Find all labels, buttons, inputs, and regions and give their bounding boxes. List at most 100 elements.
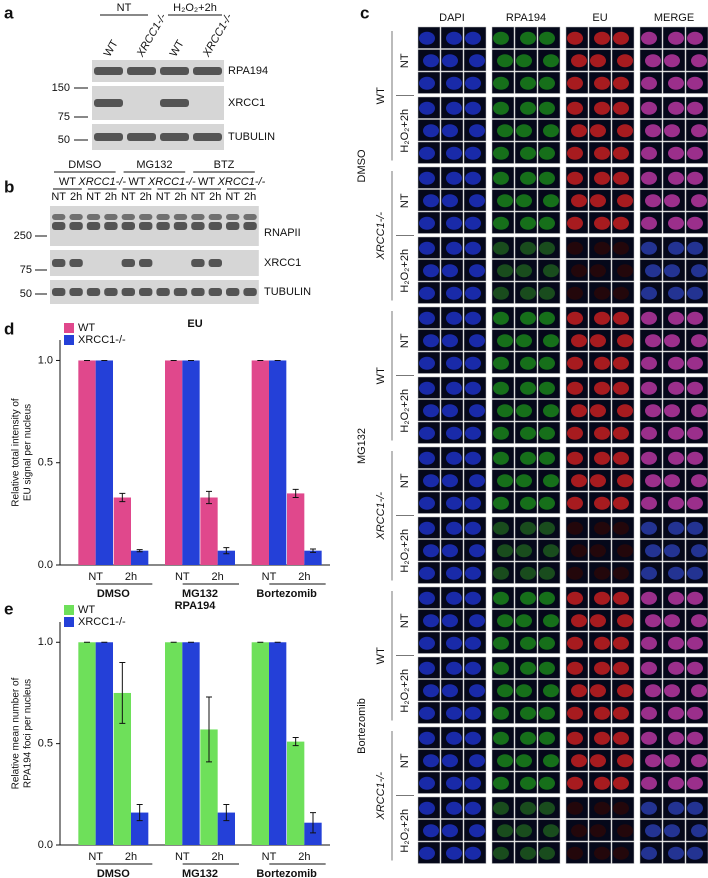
nucleus [691,194,707,208]
nucleus [423,474,439,488]
nucleus [446,381,462,395]
nucleus [446,846,462,860]
nucleus [691,824,707,838]
nucleus [668,566,684,580]
nucleus [493,731,509,745]
nucleus [520,311,536,325]
nucleus [645,124,661,138]
nucleus [617,334,633,348]
nucleus [539,776,555,790]
nucleus [543,404,559,418]
nucleus [613,521,629,535]
nucleus [493,171,509,185]
condition-label: H₂O₂+2h [399,529,411,573]
blot-band [226,288,240,296]
nucleus [419,311,435,325]
genotype-label: WT [375,367,387,384]
nucleus [567,101,583,115]
blot-band [69,222,83,230]
nucleus [520,521,536,535]
bar [165,360,183,565]
time-label: 2h [140,191,152,203]
nucleus [543,754,559,768]
nucleus [442,334,458,348]
nucleus [641,451,657,465]
nucleus [465,521,481,535]
nucleus [645,404,661,418]
nucleus [617,194,633,208]
nucleus [419,731,435,745]
time-label: 2h [244,191,256,203]
nucleus [493,76,509,90]
error-bar [223,547,230,555]
nucleus [539,426,555,440]
nucleus [613,776,629,790]
nucleus [687,451,703,465]
blot-background [50,250,259,276]
nucleus [497,544,513,558]
genotype-label: XRCC1-/- [375,212,387,261]
nucleus [493,521,509,535]
nucleus [613,241,629,255]
nucleus [520,636,536,650]
nucleus [617,404,633,418]
nucleus [419,776,435,790]
nucleus [641,661,657,675]
error-bar [119,662,126,724]
nucleus [543,334,559,348]
nucleus [465,846,481,860]
nucleus [442,474,458,488]
nucleus [590,614,606,628]
blot-band [139,214,153,220]
nucleus [520,101,536,115]
nucleus [567,521,583,535]
error-bar [136,803,143,822]
blot-band [191,214,205,220]
bar [287,493,305,565]
nucleus [645,334,661,348]
nucleus [465,381,481,395]
nucleus [668,76,684,90]
nucleus [446,636,462,650]
lane-label: XRCC1-/- [200,11,235,59]
nucleus [691,124,707,138]
nucleus [668,146,684,160]
nucleus [571,474,587,488]
nucleus [594,286,610,300]
nucleus [469,614,485,628]
legend-swatch [64,617,74,627]
nucleus [520,241,536,255]
nucleus [446,566,462,580]
nucleus [516,474,532,488]
bar [304,822,322,845]
nucleus [617,124,633,138]
x-tick-label: NT [262,571,277,583]
nucleus [664,404,680,418]
blot-background [92,60,224,82]
nucleus [641,31,657,45]
nucleus [687,101,703,115]
blot-band [193,67,222,75]
error-bar [206,696,212,763]
nucleus [594,101,610,115]
nucleus [613,661,629,675]
nucleus [641,146,657,160]
nucleus [613,591,629,605]
nucleus [594,566,610,580]
column-header: EU [592,12,607,24]
blot-band [208,214,222,220]
nucleus [617,614,633,628]
y-axis-label: RPA194 foci per nucleus [23,679,34,788]
nucleus [493,31,509,45]
nucleus [516,544,532,558]
nucleus [539,31,555,45]
nucleus [539,311,555,325]
nucleus [687,731,703,745]
nucleus [516,334,532,348]
bar [113,692,131,845]
group-label: NT [117,2,132,14]
nucleus [493,706,509,720]
treatment-label: MG132 [136,159,172,171]
nucleus [687,591,703,605]
